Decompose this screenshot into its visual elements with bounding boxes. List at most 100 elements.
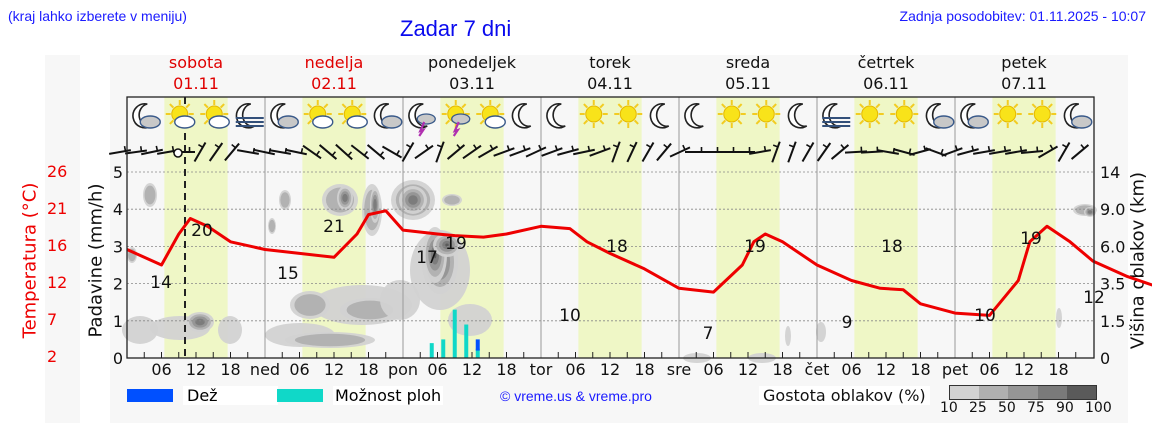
x-tick-label: 06 xyxy=(979,360,999,379)
wind-barb-feather xyxy=(554,145,558,151)
rain-swatch xyxy=(127,389,173,402)
day-header: četrtek 06.11 xyxy=(817,52,955,94)
precip-tick: 5 xyxy=(113,163,123,182)
wind-barb-feather xyxy=(908,148,912,154)
chart-frame xyxy=(126,96,1095,359)
precip-tick: 2 xyxy=(113,275,123,294)
cloud-height-tick: 0 xyxy=(1100,349,1110,368)
wind-barb-feather xyxy=(763,145,767,152)
wind-barb xyxy=(350,144,370,160)
wind-barb xyxy=(124,149,148,155)
temperature-tick: 26 xyxy=(47,162,68,181)
x-tick-label: 12 xyxy=(876,360,896,379)
day-date: 07.11 xyxy=(1001,74,1047,93)
temp-value-label: 14 xyxy=(150,273,172,293)
moon-cloud-icon xyxy=(925,102,955,129)
wind-barb-feather xyxy=(1019,145,1023,152)
wind-barb xyxy=(208,142,224,162)
cloud-density-scale xyxy=(949,385,1097,400)
cloud-blob xyxy=(373,198,377,212)
density-swatch xyxy=(979,386,1009,399)
x-tick-label: 06 xyxy=(427,360,447,379)
x-tick-label: 06 xyxy=(289,360,309,379)
showers-bar xyxy=(441,339,446,358)
wind-barb-feather xyxy=(788,144,795,148)
cloud-blob xyxy=(1087,210,1093,214)
wind-barb-feather xyxy=(331,151,337,157)
cloud-blob xyxy=(280,192,290,208)
wind-barb xyxy=(801,141,815,163)
density-tick: 25 xyxy=(969,400,987,416)
precip-tick: 0 xyxy=(113,349,123,368)
wind-barb xyxy=(541,147,563,157)
cloud-blob xyxy=(408,195,418,205)
wind-barb-feather xyxy=(171,145,175,152)
showers-bar xyxy=(475,348,480,358)
day-name: sreda xyxy=(725,53,771,72)
wind-barb-feather xyxy=(840,144,845,149)
daylight-band xyxy=(716,97,780,358)
rain-label: Dež xyxy=(183,386,278,405)
wind-barb-feather xyxy=(472,144,478,150)
wind-barb-feather xyxy=(379,151,385,157)
temp-value-label: 21 xyxy=(323,217,345,237)
cloud-blob xyxy=(444,195,460,205)
wind-barb xyxy=(941,147,963,157)
wind-barb-feather xyxy=(436,144,443,148)
x-tick-label: 12 xyxy=(324,360,344,379)
sun-icon xyxy=(993,100,1022,128)
wind-barb-feather xyxy=(363,150,369,156)
wind-barb-feather xyxy=(646,144,652,148)
calm-wind-icon xyxy=(173,148,183,158)
wind-barb xyxy=(972,149,996,155)
wind-barb xyxy=(771,141,781,163)
weather-icons xyxy=(132,100,1093,137)
wind-barb-feather xyxy=(954,145,958,151)
wind-barb xyxy=(318,144,338,160)
moon-icon xyxy=(546,102,566,129)
density-tick: 100 xyxy=(1085,400,1112,416)
day-header: ponedeljek 03.11 xyxy=(403,52,541,94)
temperature-tick: 21 xyxy=(47,199,68,218)
wind-barb xyxy=(493,147,515,157)
x-tick-label: 18 xyxy=(220,360,240,379)
cloud-blob xyxy=(445,243,449,247)
cloud-blob xyxy=(218,316,242,344)
wind-barb xyxy=(141,148,163,156)
wind-barb-feather xyxy=(587,145,591,152)
temp-value-label: 18 xyxy=(606,237,628,257)
day-name: petek xyxy=(1001,53,1047,72)
temp-value-label: 19 xyxy=(1020,229,1042,249)
x-tick-label: 12 xyxy=(186,360,206,379)
cloud-height-tick: 1.5 xyxy=(1100,312,1125,331)
wind-barb xyxy=(557,148,579,156)
wind-barb xyxy=(335,143,353,161)
moon-fog-icon xyxy=(822,102,851,129)
sun-icon xyxy=(890,100,919,128)
temp-value-label: 10 xyxy=(974,306,996,326)
wind-barb xyxy=(414,144,434,160)
copyright-link[interactable]: © vreme.us & vreme.pro xyxy=(500,388,652,404)
wind-barb xyxy=(988,149,1012,155)
wind-barb xyxy=(573,148,595,156)
moon-cloud-icon xyxy=(132,102,161,129)
showers-bar xyxy=(452,309,457,358)
wind-barb-feather xyxy=(489,144,494,150)
wind-barb-feather xyxy=(538,144,542,151)
density-tick: 10 xyxy=(940,400,958,416)
rain-bar xyxy=(475,339,480,351)
wind-barb xyxy=(957,148,979,156)
cloud-height-tick: 9.0 xyxy=(1100,200,1125,219)
wind-barb xyxy=(816,142,832,162)
wind-barb-feather xyxy=(300,148,304,154)
temperature-tick: 2 xyxy=(47,347,58,366)
x-tick-label: 18 xyxy=(358,360,378,379)
x-axis-labels: 06 12 18 ned 06 12 18 pon 06 12 18 tor 06 12 18 sre 06 12… xyxy=(151,360,1068,379)
day-name: nedelja xyxy=(304,53,364,72)
sun-cloud-icon xyxy=(200,100,230,129)
temp-value-label: 7 xyxy=(703,324,714,344)
density-tick: 75 xyxy=(1027,400,1045,416)
x-tick-label: 12 xyxy=(738,360,758,379)
temp-value-label: 10 xyxy=(559,306,581,326)
wind-barb-feather xyxy=(406,144,412,148)
